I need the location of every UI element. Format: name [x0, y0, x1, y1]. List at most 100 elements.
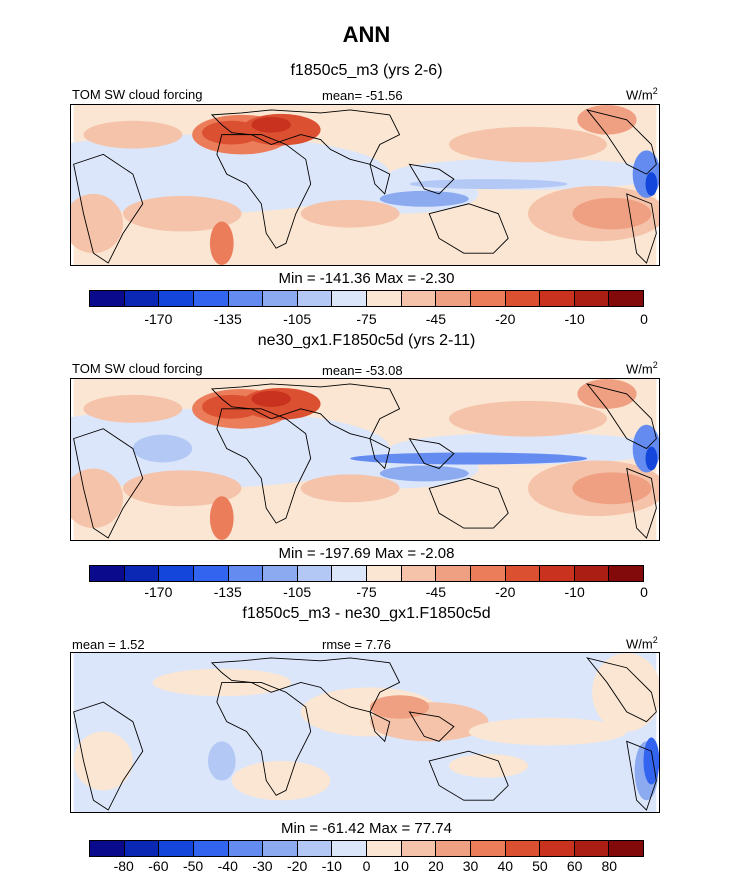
coastline — [428, 203, 509, 254]
panel-2-mean-label: mean= -53.08 — [322, 363, 403, 378]
colorbar-tick-label: 40 — [497, 858, 514, 874]
coastline — [408, 711, 455, 742]
field-patch — [83, 120, 183, 149]
colorbar-tick-label: -105 — [283, 584, 312, 600]
field-patch — [209, 496, 234, 540]
coastline — [369, 711, 391, 743]
panel-1-map — [70, 104, 660, 266]
coastline — [369, 163, 391, 195]
colorbar-box — [436, 291, 471, 306]
colorbar-tick-label: -30 — [252, 858, 273, 874]
colorbar-tick-label: 30 — [462, 858, 479, 874]
colorbar-box — [159, 841, 194, 856]
colorbar-box — [90, 291, 125, 306]
colorbar-box — [263, 841, 298, 856]
coastline — [428, 477, 509, 529]
panel-3-subtitle: f1850c5_m3 - ne30_gx1.F1850c5d — [242, 605, 491, 622]
colorbar-box — [470, 291, 506, 306]
colorbar-box — [367, 841, 402, 856]
colorbar-box — [332, 841, 367, 856]
field-patch — [577, 105, 637, 135]
coastline — [216, 408, 312, 524]
colorbar-box — [574, 566, 610, 581]
colorbar-tick-label: 0 — [362, 858, 371, 874]
colorbar-tick-label: -10 — [321, 858, 342, 874]
coastline — [586, 657, 657, 723]
colorbar-tick-label: 0 — [640, 584, 648, 600]
field-patch — [123, 195, 242, 232]
panel-1-units: W/m2 — [626, 86, 658, 103]
field-patch — [409, 179, 568, 189]
field-patch — [577, 379, 637, 409]
colorbar-tick-label: -75 — [356, 311, 377, 327]
field-patch — [379, 190, 469, 207]
field-patch — [123, 470, 242, 507]
field-patch — [379, 465, 469, 482]
colorbar-box — [540, 566, 575, 581]
panel-3-rmse-label: rmse = 7.76 — [322, 637, 392, 652]
colorbar-box — [436, 841, 471, 856]
panel-2-map — [70, 378, 660, 541]
colorbar-box — [470, 566, 506, 581]
field-patch — [448, 400, 607, 437]
colorbar-tick-label: 80 — [601, 858, 618, 874]
colorbar-box — [609, 841, 643, 856]
panel-1-variable-label: TOM SW cloud forcing — [72, 87, 203, 102]
panel-3-units: W/m2 — [626, 635, 658, 652]
figure-title: ANN — [342, 22, 391, 47]
panel-2-min-max: Min = -197.69 Max = -2.08 — [278, 545, 455, 562]
panel-1-colorbar — [89, 290, 644, 307]
field-patch — [645, 172, 658, 196]
field-patch — [448, 754, 528, 778]
coastline — [408, 163, 455, 195]
colorbar-box — [332, 566, 367, 581]
colorbar-box — [540, 841, 575, 856]
coastline — [216, 682, 312, 796]
field-patch — [572, 472, 652, 505]
coastline — [73, 428, 144, 539]
colorbar-box — [193, 291, 229, 306]
colorbar-tick-label: -10 — [564, 311, 585, 327]
colorbar-box — [124, 566, 160, 581]
colorbar-box — [609, 291, 643, 306]
field-patch — [209, 221, 234, 265]
colorbar-tick-label: -60 — [148, 858, 169, 874]
colorbar-tick-label: -45 — [425, 311, 446, 327]
colorbar-box — [159, 291, 194, 306]
coastline — [626, 193, 657, 264]
field-patch — [300, 199, 400, 228]
colorbar-box — [505, 566, 541, 581]
colorbar-box — [609, 566, 643, 581]
colorbar-box — [297, 291, 333, 306]
panel-3-mean-label: mean = 1.52 — [72, 637, 145, 652]
panel-2-subtitle: ne30_gx1.F1850c5d (yrs 2-11) — [257, 332, 476, 349]
coastline — [586, 383, 657, 450]
colorbar-tick-label: -20 — [495, 311, 516, 327]
colorbar-tick-label: -135 — [213, 311, 242, 327]
colorbar-tick-label: 50 — [532, 858, 548, 874]
panel-3-colorbar — [89, 840, 644, 857]
coastline — [369, 437, 391, 470]
colorbar-tick-label: -20 — [495, 584, 516, 600]
colorbar-box — [401, 291, 437, 306]
panel-2-variable-label: TOM SW cloud forcing — [72, 361, 203, 376]
coastline — [428, 750, 509, 801]
field-patch — [592, 653, 659, 732]
field-patch — [71, 134, 390, 214]
colorbar-tick-label: -20 — [287, 858, 308, 874]
colorbar-tick-label: -170 — [144, 584, 173, 600]
coastline — [73, 701, 144, 811]
panel-2-colorbar-ticks: -170 -135 -105 -75 -45 -20 -10 0 — [89, 584, 648, 602]
colorbar-box — [193, 841, 229, 856]
field-patch — [468, 717, 627, 746]
panel-1-subtitle: f1850c5_m3 (yrs 2-6) — [290, 62, 443, 79]
colorbar-tick-label: -10 — [564, 584, 585, 600]
coastline — [626, 740, 657, 811]
field-patch — [132, 434, 193, 463]
field-patch — [448, 126, 607, 163]
field-patch — [71, 408, 390, 489]
colorbar-tick-label: 0 — [640, 311, 648, 327]
colorbar-box — [505, 291, 541, 306]
coastline — [626, 467, 657, 539]
colorbar-box — [263, 566, 298, 581]
